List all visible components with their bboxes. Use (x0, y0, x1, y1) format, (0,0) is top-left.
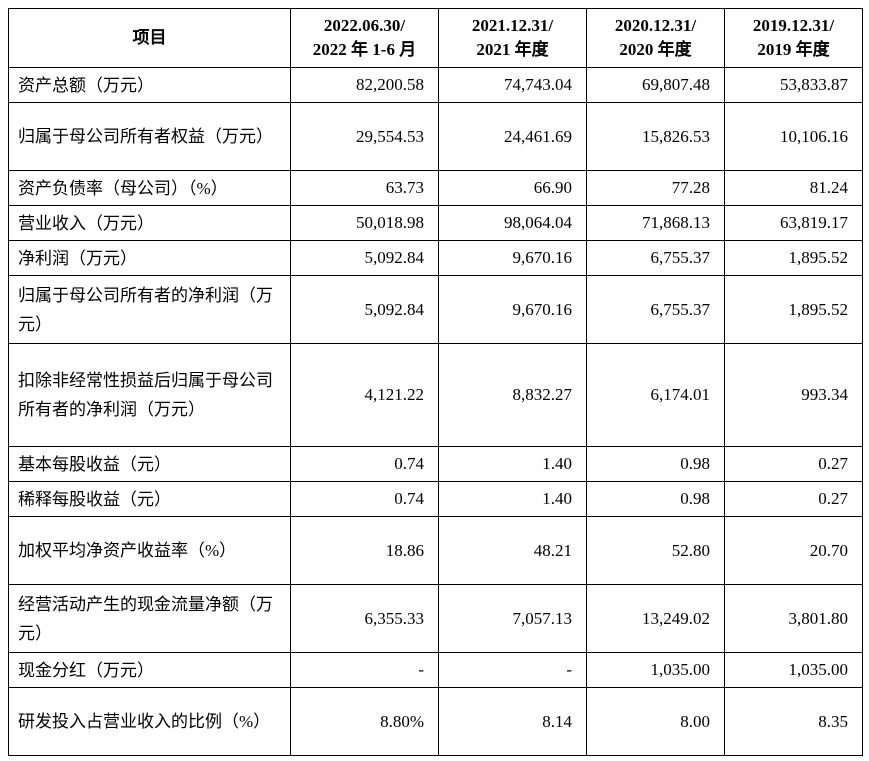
value-cell: 15,826.53 (586, 102, 725, 171)
value-cell: 6,755.37 (586, 275, 725, 344)
period-range: 2020 年度 (619, 40, 692, 59)
value-cell: 0.74 (290, 481, 439, 517)
item-label: 扣除非经常性损益后归属于母公司所有者的净利润（万元） (8, 343, 291, 447)
value-cell: 63.73 (290, 170, 439, 206)
value-cell: 0.27 (724, 446, 863, 482)
value-cell: 8,832.27 (438, 343, 587, 447)
value-cell: 8.14 (438, 687, 587, 756)
column-header-period-2020: 2020.12.31/ 2020 年度 (586, 8, 725, 68)
table-row-rd-ratio: 研发投入占营业收入的比例（%） 8.80% 8.14 8.00 8.35 (8, 687, 863, 756)
value-cell: 3,801.80 (724, 584, 863, 653)
value-cell: 74,743.04 (438, 67, 587, 103)
period-range: 2019 年度 (757, 40, 830, 59)
value-cell: 50,018.98 (290, 205, 439, 241)
header-row: 项目 2022.06.30/ 2022 年 1-6 月 2021.12.31/ … (8, 8, 863, 68)
table-row-parent-equity: 归属于母公司所有者权益（万元） 29,554.53 24,461.69 15,8… (8, 102, 863, 171)
value-cell: 98,064.04 (438, 205, 587, 241)
value-cell: 66.90 (438, 170, 587, 206)
period-date: 2020.12.31/ (614, 16, 697, 35)
item-label: 营业收入（万元） (8, 205, 291, 241)
period-date: 2022.06.30/ (323, 16, 406, 35)
period-range: 2021 年度 (476, 40, 549, 59)
value-cell: 0.98 (586, 481, 725, 517)
value-cell: 77.28 (586, 170, 725, 206)
value-cell: 48.21 (438, 516, 587, 585)
value-cell: 18.86 (290, 516, 439, 585)
value-cell: 1.40 (438, 446, 587, 482)
column-header-item: 项目 (8, 8, 291, 68)
value-cell: 5,092.84 (290, 240, 439, 276)
table-row-cash-dividend: 现金分红（万元） - - 1,035.00 1,035.00 (8, 652, 863, 688)
item-label: 现金分红（万元） (8, 652, 291, 688)
value-cell: 13,249.02 (586, 584, 725, 653)
value-cell: 8.80% (290, 687, 439, 756)
item-label: 资产负债率（母公司）（%） (8, 170, 291, 206)
value-cell: - (438, 652, 587, 688)
value-cell: 10,106.16 (724, 102, 863, 171)
value-cell: 0.74 (290, 446, 439, 482)
table-body: 资产总额（万元） 82,200.58 74,743.04 69,807.48 5… (8, 67, 863, 756)
table-row-revenue: 营业收入（万元） 50,018.98 98,064.04 71,868.13 6… (8, 205, 863, 241)
value-cell: 8.35 (724, 687, 863, 756)
value-cell: 4,121.22 (290, 343, 439, 447)
value-cell: 69,807.48 (586, 67, 725, 103)
value-cell: 1,895.52 (724, 240, 863, 276)
value-cell: 5,092.84 (290, 275, 439, 344)
item-label: 研发投入占营业收入的比例（%） (8, 687, 291, 756)
value-cell: 29,554.53 (290, 102, 439, 171)
value-cell: 81.24 (724, 170, 863, 206)
value-cell: 63,819.17 (724, 205, 863, 241)
item-label: 净利润（万元） (8, 240, 291, 276)
value-cell: 1,035.00 (724, 652, 863, 688)
table-row-diluted-eps: 稀释每股收益（元） 0.74 1.40 0.98 0.27 (8, 481, 863, 517)
value-cell: 82,200.58 (290, 67, 439, 103)
value-cell: 9,670.16 (438, 275, 587, 344)
table-row-total-assets: 资产总额（万元） 82,200.58 74,743.04 69,807.48 5… (8, 67, 863, 103)
value-cell: 1,035.00 (586, 652, 725, 688)
item-label: 基本每股收益（元） (8, 446, 291, 482)
value-cell: 71,868.13 (586, 205, 725, 241)
value-cell: 8.00 (586, 687, 725, 756)
table-row-basic-eps: 基本每股收益（元） 0.74 1.40 0.98 0.27 (8, 446, 863, 482)
table-header: 项目 2022.06.30/ 2022 年 1-6 月 2021.12.31/ … (8, 8, 863, 68)
value-cell: 0.27 (724, 481, 863, 517)
value-cell: 6,174.01 (586, 343, 725, 447)
table-row-net-profit: 净利润（万元） 5,092.84 9,670.16 6,755.37 1,895… (8, 240, 863, 276)
period-date: 2019.12.31/ (752, 16, 835, 35)
table-row-operating-cash-flow: 经营活动产生的现金流量净额（万元） 6,355.33 7,057.13 13,2… (8, 584, 863, 653)
value-cell: 6,355.33 (290, 584, 439, 653)
table-row-deducted-net-profit: 扣除非经常性损益后归属于母公司所有者的净利润（万元） 4,121.22 8,83… (8, 343, 863, 447)
item-label: 加权平均净资产收益率（%） (8, 516, 291, 585)
column-header-period-2019: 2019.12.31/ 2019 年度 (724, 8, 863, 68)
period-range: 2022 年 1-6 月 (312, 40, 417, 59)
value-cell: 1.40 (438, 481, 587, 517)
column-header-period-2022: 2022.06.30/ 2022 年 1-6 月 (290, 8, 439, 68)
value-cell: 1,895.52 (724, 275, 863, 344)
value-cell: 20.70 (724, 516, 863, 585)
value-cell: - (290, 652, 439, 688)
value-cell: 53,833.87 (724, 67, 863, 103)
value-cell: 0.98 (586, 446, 725, 482)
table-row-debt-ratio: 资产负债率（母公司）（%） 63.73 66.90 77.28 81.24 (8, 170, 863, 206)
item-label: 经营活动产生的现金流量净额（万元） (8, 584, 291, 653)
value-cell: 7,057.13 (438, 584, 587, 653)
column-header-period-2021: 2021.12.31/ 2021 年度 (438, 8, 587, 68)
table-row-weighted-roe: 加权平均净资产收益率（%） 18.86 48.21 52.80 20.70 (8, 516, 863, 585)
value-cell: 24,461.69 (438, 102, 587, 171)
item-label: 归属于母公司所有者权益（万元） (8, 102, 291, 171)
value-cell: 6,755.37 (586, 240, 725, 276)
value-cell: 9,670.16 (438, 240, 587, 276)
item-label: 资产总额（万元） (8, 67, 291, 103)
period-date: 2021.12.31/ (471, 16, 554, 35)
item-label: 归属于母公司所有者的净利润（万元） (8, 275, 291, 344)
table-row-parent-net-profit: 归属于母公司所有者的净利润（万元） 5,092.84 9,670.16 6,75… (8, 275, 863, 344)
financial-summary-table: 项目 2022.06.30/ 2022 年 1-6 月 2021.12.31/ … (8, 8, 863, 756)
value-cell: 52.80 (586, 516, 725, 585)
item-label: 稀释每股收益（元） (8, 481, 291, 517)
value-cell: 993.34 (724, 343, 863, 447)
